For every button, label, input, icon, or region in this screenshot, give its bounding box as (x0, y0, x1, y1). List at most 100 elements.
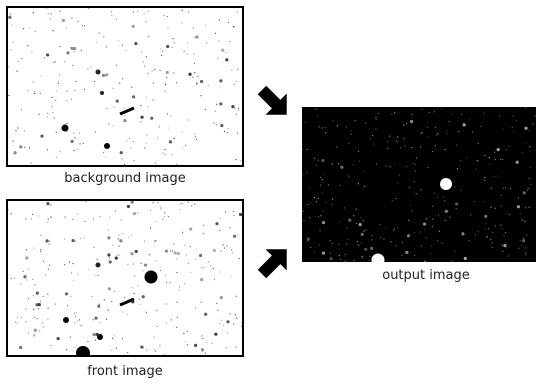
speckle (456, 208, 457, 209)
speckle (351, 133, 352, 134)
speckle (407, 234, 410, 237)
speckle (200, 302, 201, 303)
speckle (194, 72, 195, 73)
speckle (508, 146, 509, 147)
speckle (199, 254, 202, 257)
speckle (321, 159, 324, 162)
speckle (364, 171, 365, 172)
speckle (146, 134, 147, 135)
speckle (500, 225, 501, 226)
speckle (441, 243, 442, 244)
speckle (319, 126, 320, 127)
speckle (233, 215, 234, 216)
speckle (8, 16, 11, 19)
speckle (332, 163, 333, 164)
speckle (372, 135, 373, 136)
speckle (108, 230, 109, 231)
speckle (43, 296, 44, 297)
speckle (476, 160, 477, 161)
speckle (338, 163, 339, 164)
speckle (97, 275, 98, 276)
speckle (204, 313, 207, 316)
speckle (55, 61, 56, 62)
speckle (107, 253, 110, 256)
speckle (373, 144, 374, 145)
speckle (114, 335, 115, 336)
speckle (111, 350, 112, 351)
speckle (137, 11, 138, 12)
speckle (380, 237, 381, 238)
speckle (322, 179, 323, 180)
speckle (176, 327, 177, 328)
speckle (70, 296, 71, 297)
speckle (518, 248, 519, 249)
speckle (240, 160, 241, 161)
speckle (70, 47, 71, 48)
speckle (174, 251, 177, 254)
speckle (182, 232, 183, 233)
speckle (15, 130, 16, 131)
speckle (177, 252, 180, 255)
speckle (91, 296, 92, 297)
speckle (154, 241, 155, 242)
speckle (364, 186, 365, 187)
speckle (316, 108, 317, 109)
speckle (139, 299, 140, 300)
speckle (47, 116, 48, 117)
speckle (16, 71, 17, 72)
speckle (499, 115, 500, 116)
speckle (232, 252, 233, 253)
speckle (525, 252, 526, 253)
speckle (397, 182, 398, 183)
speckle (143, 13, 144, 14)
speckle (218, 123, 219, 124)
speckle (146, 350, 147, 351)
speckle (528, 188, 529, 189)
speckle (144, 241, 145, 242)
speckle (533, 123, 534, 124)
speckle (69, 261, 70, 262)
speckle (80, 143, 81, 144)
speckle (176, 164, 177, 165)
speckle (194, 204, 195, 205)
speckle (321, 127, 322, 128)
speckle (186, 254, 187, 255)
speckle (25, 256, 28, 259)
speckle (111, 15, 112, 16)
speckle (458, 131, 459, 132)
speckle (128, 237, 129, 238)
speckle (431, 245, 432, 246)
speckle (306, 172, 307, 173)
speckle (359, 161, 360, 162)
speckle (174, 42, 175, 43)
speckle (130, 147, 131, 148)
speckle (47, 149, 48, 150)
speckle (448, 121, 449, 122)
speckle (165, 249, 168, 252)
speckle (96, 41, 97, 42)
speckle (194, 344, 197, 347)
speckle (332, 199, 333, 200)
speckle (235, 159, 236, 160)
speckle (219, 19, 220, 20)
speckle (506, 149, 507, 150)
speckle (303, 220, 304, 221)
speckle (56, 91, 57, 92)
speckle (224, 131, 225, 132)
speckle (70, 337, 71, 338)
speckle (495, 208, 496, 209)
speckle (67, 131, 68, 132)
speckle (84, 221, 85, 222)
speckle (360, 217, 361, 218)
speckle (358, 183, 359, 184)
speckle (329, 240, 330, 241)
speckle (415, 171, 416, 172)
speckle (390, 241, 391, 242)
speckle (50, 345, 51, 346)
speckle (524, 127, 527, 130)
speckle (99, 216, 100, 217)
speckle (130, 235, 131, 236)
speckle (140, 263, 141, 264)
speckle (74, 90, 75, 91)
speckle (320, 185, 321, 186)
